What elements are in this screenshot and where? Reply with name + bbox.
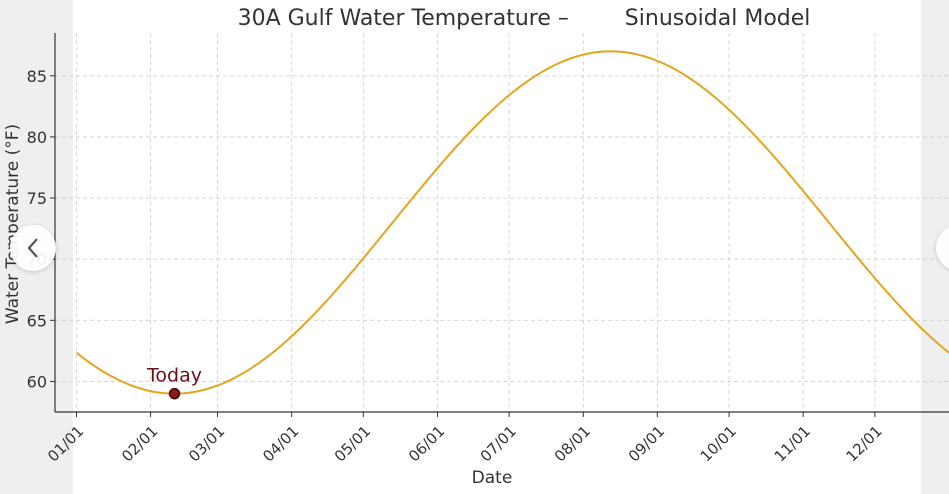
x-tick-label: 02/01: [118, 422, 161, 465]
x-tick-label: 03/01: [185, 422, 228, 465]
x-tick-label: 08/01: [551, 422, 594, 465]
chevron-left-icon: [27, 238, 38, 258]
today-marker: [168, 387, 181, 400]
x-axis-label: Date: [472, 468, 513, 488]
x-tick-label: 10/01: [697, 422, 740, 465]
x-tick-label: 01/01: [44, 422, 87, 465]
x-ticks: 01/01 02/01 03/01 04/01 05/01 06/01 07/01 08/01…: [44, 412, 886, 465]
chart-title: 30A Gulf Water Temperature – Sinusoidal …: [238, 6, 811, 31]
grid: [55, 33, 949, 412]
x-tick-label: 12/01: [842, 422, 885, 465]
y-tick-label: 65: [27, 311, 47, 330]
x-tick-label: 06/01: [405, 422, 448, 465]
y-tick-label: 75: [27, 189, 47, 208]
next-slide-button[interactable]: [936, 225, 949, 271]
prev-slide-button[interactable]: [10, 225, 56, 271]
x-tick-label: 04/01: [259, 422, 302, 465]
x-tick-label: 11/01: [771, 422, 814, 465]
y-axis-label: Water Temperature (°F): [3, 124, 23, 324]
x-tick-label: 07/01: [477, 422, 520, 465]
series-line-temperature: [75, 50, 949, 395]
y-tick-label: 60: [27, 372, 47, 391]
y-tick-label: 80: [27, 128, 47, 147]
y-tick-label: 85: [27, 67, 47, 86]
x-tick-label: 09/01: [625, 422, 668, 465]
x-tick-label: 05/01: [331, 422, 374, 465]
today-annotation: Today: [146, 365, 202, 387]
